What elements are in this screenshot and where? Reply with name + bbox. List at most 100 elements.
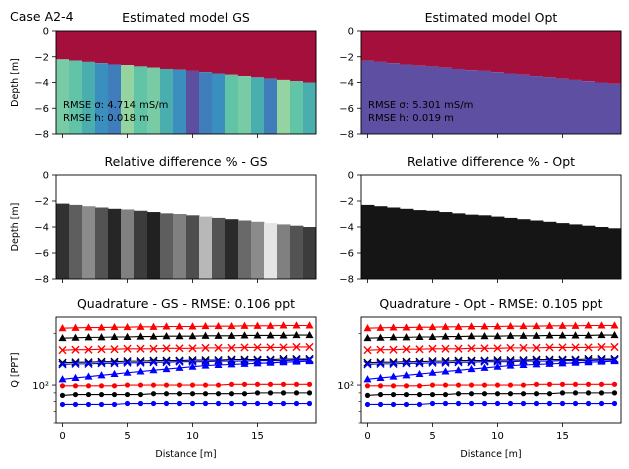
gs_quad-point-x — [97, 359, 106, 368]
gs_diff-cell — [108, 208, 122, 279]
gs_model-top-cell — [199, 31, 213, 73]
gs_quad-point-dot — [85, 401, 92, 408]
gs_quad-point-triangle — [58, 375, 67, 383]
opt_quad-point-dot — [377, 401, 384, 408]
opt_quad-point-triangle — [428, 332, 437, 340]
gs_quad-point-dot — [241, 381, 248, 387]
gs_quad-point-x — [123, 344, 132, 353]
gs_quad-point-dot — [306, 390, 313, 396]
gs_quad-point-x — [149, 358, 158, 367]
gs_model-top-cell — [303, 31, 317, 83]
opt_model-bottom-cell — [361, 60, 375, 134]
gs_quad-xlabel: Distance [m] — [155, 449, 216, 460]
gs_model-title: Estimated model GS — [122, 10, 250, 25]
opt_model-top-cell — [582, 31, 596, 82]
gs_model-top-cell — [290, 31, 304, 82]
opt_quad-series-line — [367, 346, 615, 351]
opt_quad-point-dot — [468, 400, 475, 407]
gs_quad-point-dot — [189, 391, 196, 397]
gs_model-top-cell — [56, 31, 70, 60]
opt_quad-point-triangle — [506, 331, 515, 339]
opt_diff-ytick-label: −2 — [339, 197, 354, 208]
gs_quad-point-triangle — [136, 322, 145, 330]
opt_quad-point-triangle — [441, 367, 450, 375]
gs_quad-point-triangle — [84, 323, 93, 331]
gs_diff-cell — [264, 223, 278, 279]
opt_quad-ytick-label: 10² — [337, 381, 354, 392]
gs_quad-point-dot — [189, 400, 196, 407]
gs_quad-point-triangle — [175, 363, 184, 371]
opt_quad-point-triangle — [402, 323, 411, 331]
opt_model-bottom-cell — [374, 61, 388, 134]
opt_quad-point-dot — [442, 382, 449, 388]
gs_quad-point-dot — [306, 381, 313, 387]
opt_model-title: Estimated model Opt — [425, 10, 558, 25]
gs_quad-point-dot — [124, 400, 131, 407]
gs_quad-point-dot — [202, 391, 209, 397]
gs_quad-point-triangle — [123, 332, 132, 340]
opt_diff-cell — [374, 206, 388, 279]
opt_quad-point-x — [480, 344, 489, 353]
gs_quad-point-x — [279, 343, 288, 352]
gs_diff-cell — [290, 225, 304, 279]
opt_quad-point-dot — [572, 400, 579, 407]
gs_diff-ytick-label: −8 — [34, 275, 49, 286]
opt_model-bottom-cell — [569, 79, 583, 134]
gs_quad-point-dot — [72, 391, 79, 398]
gs_quad-point-triangle — [266, 358, 275, 366]
opt_quad-xtick-label: 15 — [556, 431, 569, 442]
gs_quad-point-dot — [267, 400, 274, 407]
gs_quad-frame — [55, 316, 317, 424]
gs_quad-point-dot — [137, 382, 144, 388]
gs_quad-point-x — [58, 346, 67, 355]
opt_quad-point-triangle — [545, 331, 554, 339]
gs_quad-point-triangle — [84, 372, 93, 380]
opt_quad-point-dot — [520, 400, 527, 407]
gs_quad-point-dot — [267, 381, 274, 387]
gs_quad-point-dot — [150, 400, 157, 407]
gs_quad-point-x — [214, 343, 223, 352]
gs_quad-point-dot — [124, 391, 131, 398]
opt_quad-point-dot — [481, 391, 488, 397]
gs_quad-point-triangle — [240, 331, 249, 339]
opt_quad-xtick-label: 5 — [429, 431, 435, 442]
opt_quad-point-x — [493, 344, 502, 353]
gs_quad-point-x — [253, 343, 262, 352]
opt_diff-cell — [387, 207, 401, 279]
gs_quad-point-dot — [72, 383, 79, 389]
gs_diff-ylabel: Depth [m] — [10, 203, 21, 252]
opt_model-ytick-label: −2 — [339, 52, 354, 63]
gs_diff-ytick-label: −6 — [34, 249, 49, 260]
opt_diff-cell — [504, 217, 518, 279]
opt_quad-point-triangle — [428, 368, 437, 376]
opt_quad-point-x — [389, 358, 398, 367]
opt_model-bottom-cell — [387, 63, 401, 134]
opt_quad-point-triangle — [571, 321, 580, 329]
opt_diff-cell — [556, 223, 570, 279]
gs_quad-point-triangle — [84, 333, 93, 341]
gs_quad-point-triangle — [227, 360, 236, 368]
opt_quad-series-line — [367, 359, 615, 365]
opt_model-top-cell — [608, 31, 622, 84]
gs_model-top-cell — [173, 31, 187, 70]
opt_quad-point-triangle — [610, 321, 619, 329]
gs_model-bottom-cell — [212, 73, 226, 134]
gs_quad-point-dot — [228, 391, 235, 397]
gs_model-bottom-cell — [160, 68, 174, 134]
opt_quad-point-x — [363, 360, 372, 369]
opt_quad-point-triangle — [402, 333, 411, 341]
gs_diff-cell — [238, 220, 252, 279]
opt_quad-point-dot — [442, 400, 449, 407]
gs_quad-point-dot — [163, 382, 170, 388]
gs_model-top-cell — [108, 31, 122, 65]
gs_quad-point-x — [175, 344, 184, 353]
opt_quad-point-dot — [598, 400, 605, 407]
opt_quad-point-x — [428, 357, 437, 366]
opt_quad-point-dot — [559, 381, 566, 387]
opt_model-top-cell — [595, 31, 609, 83]
opt_quad-point-triangle — [532, 360, 541, 368]
opt_quad-point-triangle — [610, 330, 619, 339]
figure-suptitle: Case A2-4 — [10, 9, 74, 24]
opt_diff-cell — [491, 216, 505, 279]
gs_model-ytick-label: −8 — [34, 130, 49, 141]
